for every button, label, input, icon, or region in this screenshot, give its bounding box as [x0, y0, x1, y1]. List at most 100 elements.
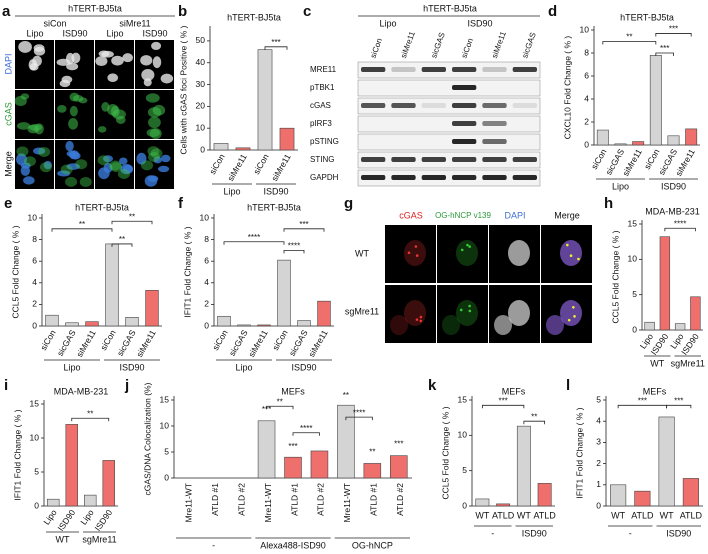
cell [60, 164, 73, 175]
cell [65, 140, 74, 152]
y-tick-label: 50 [196, 35, 206, 45]
y-tick-label: 4 [584, 93, 589, 103]
cell [65, 52, 75, 65]
cell [148, 116, 161, 129]
band [421, 67, 446, 72]
cell [117, 168, 130, 179]
blot-strip [357, 133, 541, 151]
micrograph-grid [385, 225, 592, 343]
band [452, 175, 477, 180]
x-tick-label: siMre11 [269, 152, 293, 183]
bar [682, 478, 699, 507]
group-label: Lipo [223, 186, 240, 196]
focus [419, 319, 423, 323]
y-tick-label: 30 [196, 79, 206, 89]
subcolumn-label: ISD90 [62, 28, 87, 38]
group-label: ISD90 [119, 362, 144, 372]
focus [468, 304, 471, 308]
group-label: Lipo [612, 181, 629, 191]
bar [516, 425, 531, 507]
bar [105, 243, 119, 327]
chart-title: hTERT-BJ5ta [227, 12, 281, 22]
cell [147, 146, 160, 157]
significance-label: *** [674, 396, 683, 405]
band [391, 103, 416, 108]
nucleus [546, 315, 564, 335]
y-tick-label: 10 [580, 24, 590, 34]
band [482, 157, 507, 162]
focus [577, 257, 580, 261]
x-tick-label: WT [611, 510, 625, 520]
significance-bracket [481, 404, 525, 409]
y-tick-label: 0 [204, 320, 209, 330]
significance-label: *** [262, 405, 271, 414]
significance-bracket [51, 228, 113, 232]
band [452, 157, 477, 162]
x-tick-label: ATLD [631, 510, 654, 520]
y-tick-label: 5 [34, 466, 39, 476]
y-tick-label: 8 [204, 234, 209, 244]
y-tick-label: 2 [596, 458, 601, 468]
lane-label: siCon [460, 37, 475, 59]
band [391, 157, 416, 162]
y-tick-label: 10 [458, 430, 468, 440]
y-tick-label: 2 [584, 116, 589, 126]
cell [20, 93, 30, 100]
micrograph [437, 285, 488, 343]
cell [141, 160, 154, 171]
y-axis-label: CCL5 Fold Change ( % ) [10, 225, 20, 318]
bar [102, 460, 115, 507]
blot-strip [357, 79, 541, 97]
bar [690, 296, 701, 331]
bar [496, 503, 511, 507]
cell [23, 156, 36, 167]
y-axis-label: CCL5 Fold Change ( % ) [440, 406, 450, 499]
panel-title: hTERT-BJ5ta [68, 3, 122, 13]
band [452, 85, 477, 90]
band [452, 139, 477, 144]
bar [47, 498, 60, 507]
y-tick-label: 0 [164, 472, 169, 482]
band [421, 157, 446, 162]
bar [644, 321, 655, 331]
nucleus [560, 240, 582, 266]
cell [20, 165, 31, 176]
cell [101, 50, 114, 58]
protein-label: pTBK1 [310, 83, 335, 92]
bar [145, 290, 159, 327]
cell [111, 55, 124, 66]
cell [70, 152, 81, 160]
y-tick-label: 3 [596, 437, 601, 447]
focus [459, 308, 463, 312]
significance-bracket [664, 227, 696, 232]
x-tick-label: siCon [270, 328, 290, 352]
y-tick-label: 10 [628, 254, 638, 264]
bar [279, 127, 295, 151]
cell [66, 62, 79, 71]
x-tick-label: Mre11-WT [183, 483, 193, 523]
group-label: Lipo [379, 18, 396, 28]
y-tick-label: 20 [196, 101, 206, 111]
cell [157, 165, 170, 173]
cell [16, 146, 29, 157]
panel-letter: b [178, 3, 187, 20]
cell [141, 68, 155, 81]
significance-label: ** [531, 412, 537, 421]
cell [79, 176, 92, 187]
x-tick-label: siCon [207, 152, 227, 176]
significance-bracket [345, 416, 373, 421]
blot-strip [357, 151, 541, 169]
focus [566, 243, 569, 247]
cell [147, 175, 159, 182]
bar [213, 143, 229, 151]
cell [97, 155, 110, 166]
x-tick-label: Lipo [41, 507, 59, 526]
cell [143, 78, 152, 87]
cell [151, 41, 162, 51]
micrograph-grid [14, 40, 174, 189]
protein-label: STING [310, 155, 334, 164]
cell [136, 152, 147, 165]
significance-label: **** [248, 233, 260, 242]
x-tick-label: ATLD #2 [316, 483, 326, 516]
bar [125, 317, 139, 327]
